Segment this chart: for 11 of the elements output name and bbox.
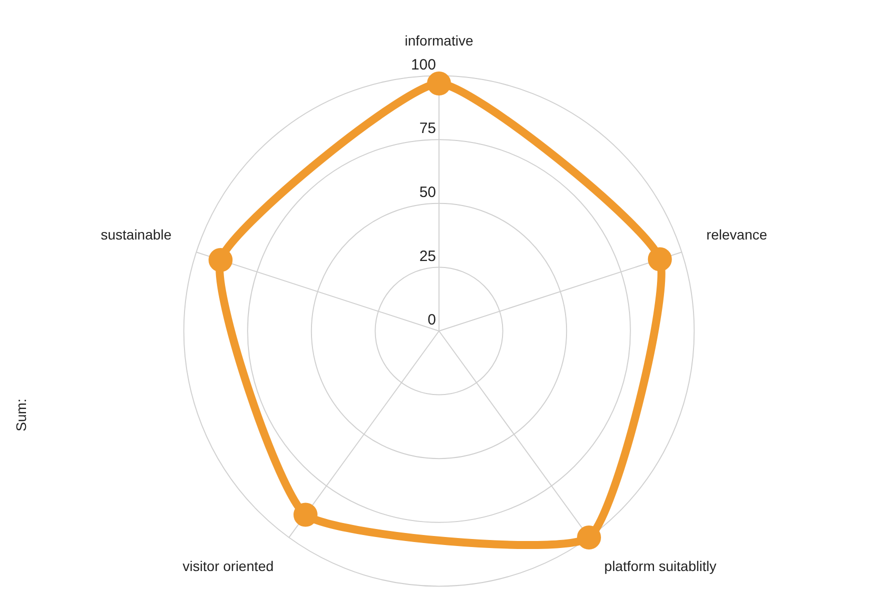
y-tick-label: 0: [428, 312, 436, 329]
y-tick-label: 100: [410, 56, 436, 74]
spoke-label: informative: [404, 32, 474, 48]
text: Sum:: [12, 398, 29, 432]
y-tick-label: 25: [419, 248, 436, 265]
y-tick-label: 75: [419, 120, 436, 138]
spoke-label: relevance: [706, 226, 768, 243]
spoke-label: sustainable: [100, 226, 172, 243]
spoke-label: platform suitablitly: [604, 558, 716, 574]
spoke-label: visitor oriented: [182, 558, 274, 574]
y-tick-label: 50: [419, 184, 436, 202]
